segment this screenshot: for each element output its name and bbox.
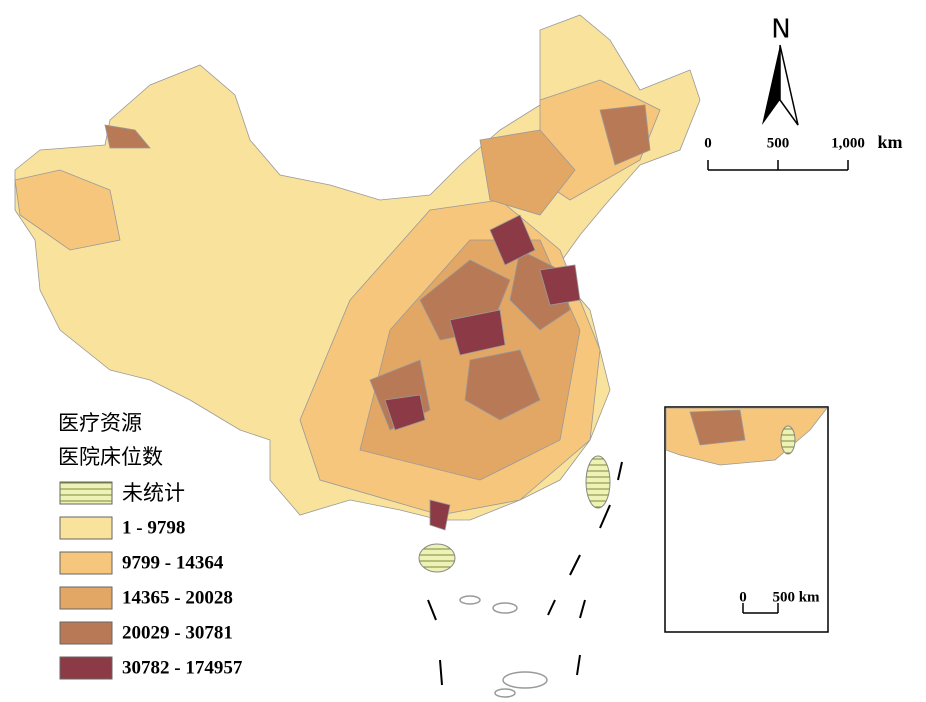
region [449, 309, 506, 356]
land [14, 14, 701, 573]
reef-islands [459, 595, 548, 698]
legend-label: 20029 - 30781 [122, 622, 233, 643]
legend-label: 9799 - 14364 [122, 552, 224, 573]
unrecorded-region-hatch [419, 544, 455, 572]
region [14, 169, 121, 251]
legend-label: 1 - 9798 [122, 517, 185, 538]
inset-map [664, 406, 829, 633]
legend-swatch [59, 516, 113, 540]
region [384, 394, 426, 431]
legend-swatch [59, 551, 113, 575]
legend-swatch-hatch [60, 482, 112, 504]
legend-swatch [59, 621, 113, 645]
scale-label: 0 [704, 135, 712, 151]
inset-scale-label: 0 [739, 589, 747, 605]
legend-title: 医疗资源 [58, 411, 142, 435]
unrecorded-region-hatch [586, 456, 610, 508]
region [539, 264, 581, 306]
inset-scale-label: 500 km [772, 589, 820, 605]
north-arrow: N [762, 15, 799, 126]
legend-subtitle: 医院床位数 [58, 445, 163, 469]
region [489, 214, 536, 266]
unrecorded-region-hatch [781, 426, 795, 454]
legend: 未统计 1 - 9798 9799 - 14364 14365 - 20028 2002… [59, 481, 243, 680]
legend-swatch [59, 586, 113, 610]
legend-label: 14365 - 20028 [122, 587, 233, 608]
region [464, 349, 541, 421]
north-label: N [771, 15, 790, 45]
region [104, 124, 151, 149]
scale-label: 500 [767, 135, 790, 151]
legend-label: 未统计 [122, 481, 185, 505]
region [429, 499, 451, 531]
legend-label: 30782 - 174957 [122, 657, 243, 678]
region [599, 104, 651, 166]
region [479, 129, 576, 216]
region [689, 409, 746, 446]
scale-unit: km [877, 132, 902, 152]
islands [427, 461, 623, 686]
scale-bar [707, 160, 849, 614]
legend-swatch [59, 656, 113, 680]
scale-label: 1,000 [831, 135, 865, 151]
